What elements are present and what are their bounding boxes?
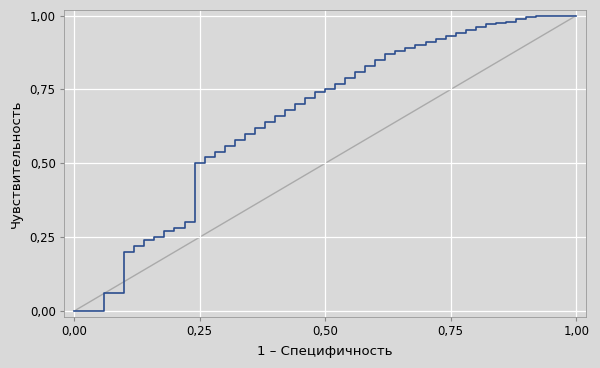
X-axis label: 1 – Специфичность: 1 – Специфичность — [257, 345, 393, 358]
Y-axis label: Чувствительность: Чувствительность — [10, 99, 23, 227]
